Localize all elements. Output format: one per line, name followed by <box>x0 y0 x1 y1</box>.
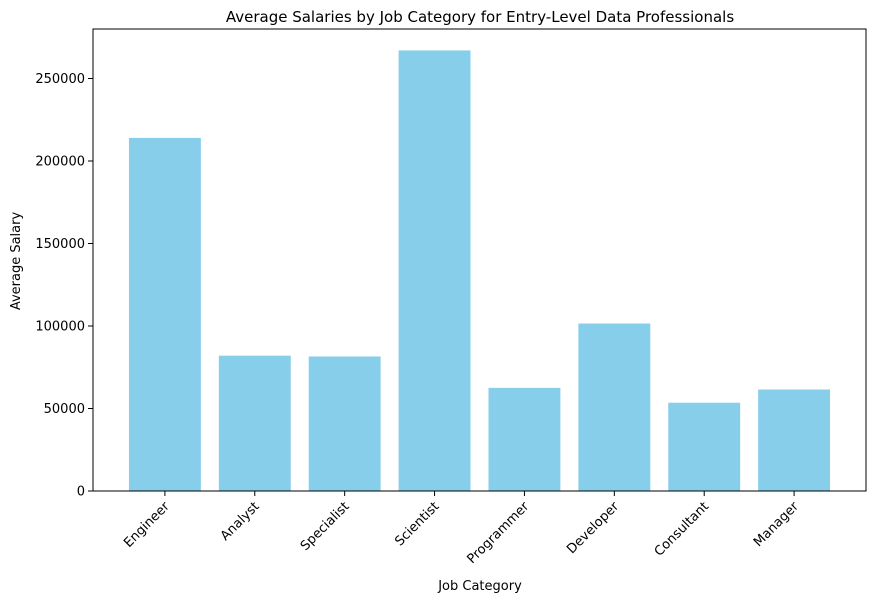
x-tick-label-consultant: Consultant <box>652 499 712 559</box>
x-tick-label-scientist: Scientist <box>392 499 442 549</box>
y-tick-label: 0 <box>77 485 85 500</box>
bars-group <box>128 50 831 492</box>
x-axis-label: Job Category <box>437 579 522 594</box>
bar-consultant <box>668 402 741 491</box>
y-tick-label: 100000 <box>35 320 85 335</box>
bar-programmer <box>488 387 561 492</box>
y-tick-label: 250000 <box>35 72 85 87</box>
x-tick-label-engineer: Engineer <box>121 499 173 551</box>
y-axis-label: Average Salary <box>9 212 24 311</box>
plot-frame <box>92 28 867 492</box>
bar-analyst <box>218 355 291 491</box>
bar-scientist <box>398 50 471 491</box>
x-tick-label-manager: Manager <box>751 499 802 550</box>
y-tick-label: 200000 <box>35 155 85 170</box>
x-axis: Engineer Analyst Specialist Scientist Progra… <box>121 491 802 567</box>
x-tick-label-developer: Developer <box>564 499 622 557</box>
y-axis: 0 50000 100000 150000 200000 250000 <box>35 72 93 500</box>
x-tick-label-programmer: Programmer <box>464 499 532 567</box>
chart-title: Average Salaries by Job Category for Ent… <box>226 8 734 26</box>
bar-specialist <box>308 356 381 491</box>
y-tick-label: 50000 <box>44 402 85 417</box>
y-tick-label: 150000 <box>35 237 85 252</box>
bar-engineer <box>128 137 201 491</box>
x-tick-label-analyst: Analyst <box>218 499 263 544</box>
x-tick-label-specialist: Specialist <box>298 499 353 554</box>
bar-developer <box>578 323 651 491</box>
bar-manager <box>758 389 831 491</box>
